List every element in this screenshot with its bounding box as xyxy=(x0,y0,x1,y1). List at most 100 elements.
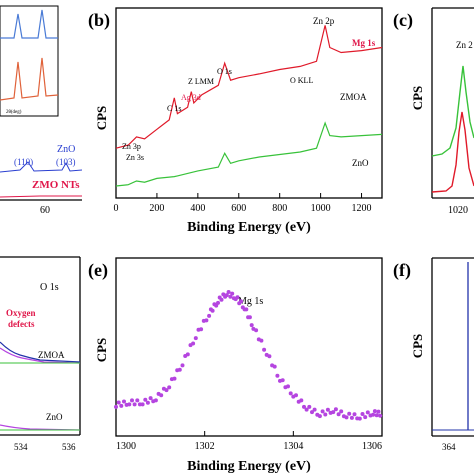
panel-d-zno-data xyxy=(0,424,81,431)
panel-b-tick-label: 600 xyxy=(231,203,246,214)
panel-a-peak-110: (110) xyxy=(14,157,33,167)
panel-e-data-point xyxy=(288,391,293,396)
panel-b-zmoa-line xyxy=(115,25,383,149)
panel-b-zn3s-label: Zn 3s xyxy=(126,153,144,162)
panel-e-data-point xyxy=(267,354,272,359)
panel-e-data-point xyxy=(299,398,304,403)
panel-e-xlabel: Binding Energy (eV) xyxy=(187,459,311,474)
panel-e-data-point xyxy=(116,400,121,405)
panel-b-o1s-label: O 1s xyxy=(217,67,232,76)
panel-e-data-point xyxy=(275,373,280,378)
panel-a-zno-label: ZnO xyxy=(57,144,75,155)
panel-e-data-point xyxy=(310,410,314,415)
panel-d-zmoa-label: ZMOA xyxy=(38,350,65,360)
panel-e-title: Mg 1s xyxy=(238,296,263,307)
panel-d-zno-label: ZnO xyxy=(46,412,63,422)
panel-e-data-point xyxy=(259,338,264,343)
panel-e-data-point xyxy=(224,293,229,298)
panel-e-data-point xyxy=(304,407,309,412)
panel-e-data-point xyxy=(286,384,290,389)
panel-e-data-point xyxy=(199,327,204,332)
panel-e-data-point xyxy=(249,323,254,328)
panel-e-data-point xyxy=(331,410,336,415)
panel-a-tick-60: 60 xyxy=(40,205,50,216)
panel-e-data-point xyxy=(132,402,137,407)
panel-e-data-point xyxy=(294,393,298,398)
panel-e-data-point xyxy=(219,297,224,302)
panel-e-data-point xyxy=(312,407,317,412)
panel-e-data-point xyxy=(145,400,150,405)
panel-b-zno-label: ZnO xyxy=(352,158,369,168)
panel-e-data-point xyxy=(360,412,365,416)
panel-c: (c) CPS Zn 2 1020 xyxy=(393,7,474,216)
panel-e-data-point xyxy=(180,363,185,368)
panel-b-xlabel: Binding Energy (eV) xyxy=(187,220,311,235)
panel-b-x-ticks: 0 200 400 600 800 1000 1200 xyxy=(114,193,372,214)
panel-e-data-point xyxy=(317,414,322,419)
panel-e-data-point xyxy=(207,313,212,318)
panel-e-data-point xyxy=(347,411,352,416)
panel-b-letter: (b) xyxy=(88,10,110,31)
panel-e-data-point xyxy=(371,412,376,417)
panel-e-data-point xyxy=(320,409,325,414)
panel-c-tick-1020: 1020 xyxy=(448,205,468,216)
panel-e-ylabel: CPS xyxy=(94,338,109,363)
panel-e: (e) CPS Mg 1s Binding Energy (eV) 1300 13… xyxy=(88,257,383,474)
panel-e-data-point xyxy=(127,402,132,407)
panel-e-data-point xyxy=(185,352,190,357)
panel-b-zmoa-label: ZMOA xyxy=(340,92,367,102)
panel-d-title: O 1s xyxy=(40,282,59,293)
panel-a-inset-orange-curve xyxy=(0,57,59,101)
panel-e-data-point xyxy=(193,336,198,341)
panel-e-data-point xyxy=(262,347,267,352)
panel-e-data-point xyxy=(339,409,344,414)
panel-e-x-ticks: 1300 1302 1304 1306 xyxy=(115,431,383,452)
panel-e-tick-label: 1304 xyxy=(283,441,303,452)
panel-e-data-point xyxy=(365,410,370,415)
panel-e-data-point xyxy=(235,295,240,300)
panel-d-tick-536: 536 xyxy=(62,442,76,452)
panel-b-frame xyxy=(115,7,383,199)
panel-b-tick-label: 0 xyxy=(114,203,119,214)
panel-e-data-point xyxy=(153,398,158,403)
panel-d-defects-label: defects xyxy=(8,319,35,329)
panel-e-data-point xyxy=(191,341,196,346)
panel-e-data-point xyxy=(280,378,285,383)
panel-b-tick-label: 800 xyxy=(272,203,287,214)
panel-e-data-point xyxy=(376,409,381,414)
panel-b-c1s-label: C 1s xyxy=(167,104,181,113)
panel-c-zno-curve xyxy=(431,65,474,157)
panel-a-inset-frame xyxy=(0,5,59,117)
panel-e-data-point xyxy=(372,409,377,414)
panel-e-tick-label: 1306 xyxy=(362,441,382,452)
panel-e-data-point xyxy=(140,402,145,407)
panel-e-data-point xyxy=(216,300,220,305)
panel-a-inset-blue-curve xyxy=(0,9,58,39)
panel-a-peak-103: (103) xyxy=(56,157,76,167)
panel-c-ylabel: CPS xyxy=(410,86,425,111)
panel-e-data-point xyxy=(230,291,235,296)
panel-c-letter: (c) xyxy=(393,10,413,31)
panel-e-data-point xyxy=(239,299,243,304)
panel-b-zlmm-label: Z LMM xyxy=(188,77,214,86)
panel-e-tick-label: 1302 xyxy=(195,441,215,452)
panel-e-tick-label: 1300 xyxy=(116,441,136,452)
panel-e-data-point xyxy=(349,415,354,420)
panel-e-data-point xyxy=(325,407,330,412)
panel-e-data-point xyxy=(344,415,349,420)
panel-f: (f) CPS 364 xyxy=(393,257,474,452)
panel-e-frame xyxy=(115,257,383,437)
panel-b-tick-label: 1000 xyxy=(311,203,331,214)
panel-e-data-point xyxy=(164,388,169,393)
panel-e-data-point xyxy=(302,404,306,409)
panel-e-data-point xyxy=(135,398,140,403)
panel-e-data-point xyxy=(159,393,164,398)
panel-b-zn3p-label: Zn 3p xyxy=(122,142,141,151)
panel-d-oxygen-label: Oxygen xyxy=(6,308,36,318)
panel-b-tick-label: 200 xyxy=(149,203,164,214)
panel-e-data-point xyxy=(374,413,379,418)
panel-e-data-point xyxy=(357,416,362,421)
panel-e-data-point xyxy=(228,294,233,299)
panel-e-data-point xyxy=(122,399,126,404)
panel-e-data-point xyxy=(177,367,182,372)
